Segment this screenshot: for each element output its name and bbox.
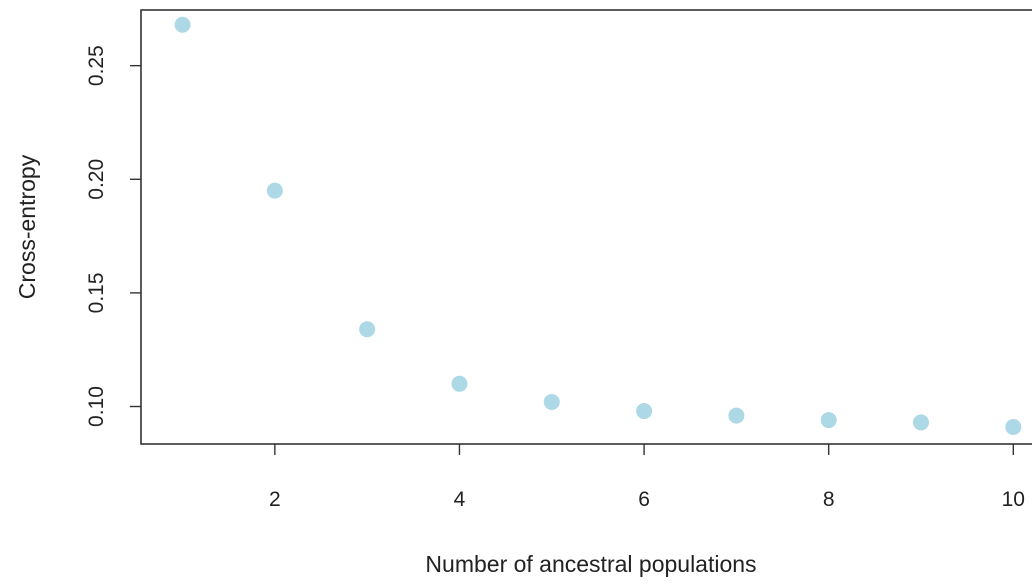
data-point bbox=[174, 16, 191, 33]
data-point bbox=[266, 182, 283, 199]
x-tick-label: 10 bbox=[1002, 488, 1025, 511]
data-point bbox=[913, 414, 929, 431]
x-tick-label: 8 bbox=[823, 488, 835, 511]
y-axis: 0.10 0.15 0.20 0.25 bbox=[85, 45, 141, 427]
data-points bbox=[174, 16, 1022, 435]
data-point bbox=[728, 407, 745, 424]
x-tick-label: 4 bbox=[454, 488, 466, 511]
data-point bbox=[359, 321, 376, 338]
data-point bbox=[1005, 418, 1022, 435]
x-axis: 2 4 6 8 10 bbox=[269, 444, 1025, 511]
y-tick-label: 0.25 bbox=[85, 45, 108, 86]
y-tick-label: 0.10 bbox=[85, 386, 108, 427]
y-axis-title: Cross-entropy bbox=[14, 154, 40, 299]
y-tick-label: 0.15 bbox=[85, 272, 108, 313]
data-point bbox=[636, 403, 653, 420]
data-point bbox=[451, 375, 468, 392]
x-axis-title: Number of ancestral populations bbox=[425, 551, 756, 577]
x-tick-label: 6 bbox=[638, 488, 650, 511]
data-point bbox=[543, 393, 560, 410]
plot-frame bbox=[140, 9, 1032, 445]
y-tick-label: 0.20 bbox=[85, 159, 108, 200]
data-point bbox=[820, 412, 837, 429]
x-tick-label: 2 bbox=[269, 488, 281, 511]
